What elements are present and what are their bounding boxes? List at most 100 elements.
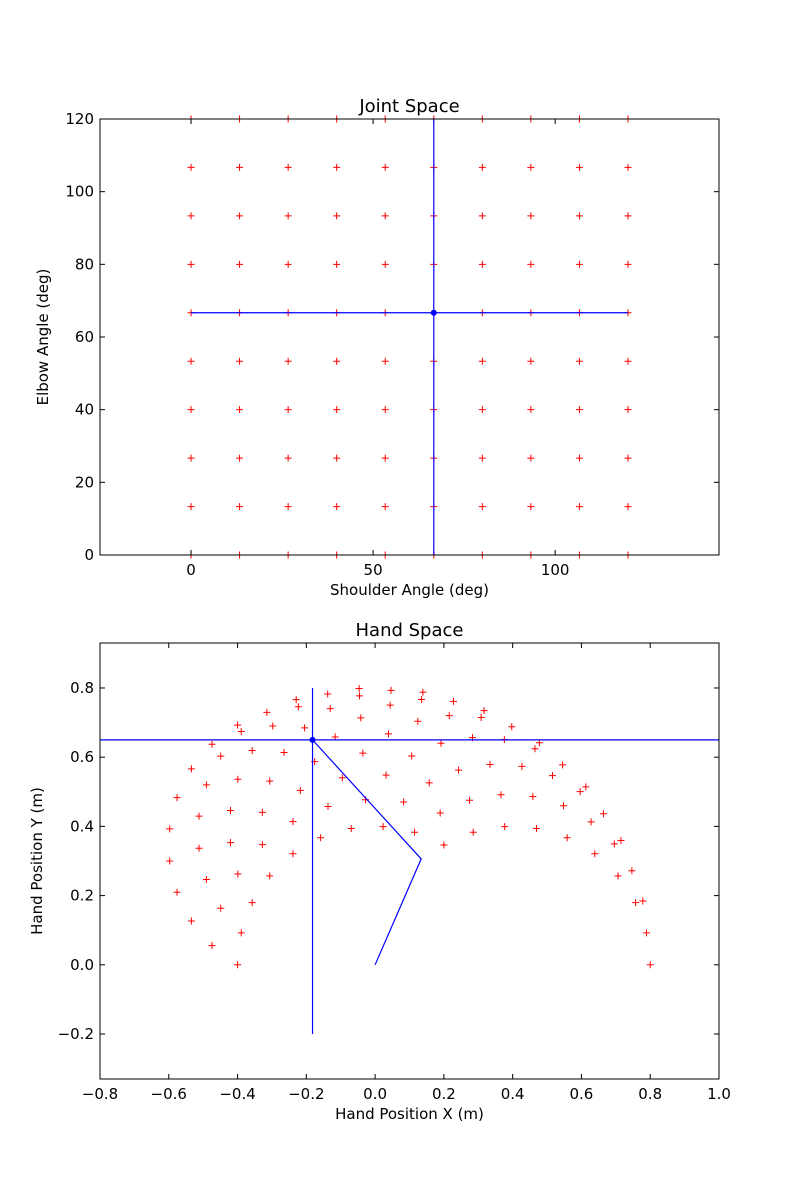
hand-space-markers (166, 684, 654, 969)
joint-space-marker (575, 260, 583, 268)
joint-space-y-tick-label: 100 (65, 183, 94, 201)
hand-space-marker (632, 899, 640, 907)
hand-space-x-tick-label: 1.0 (707, 1085, 731, 1103)
hand-space-marker (440, 841, 448, 849)
joint-space-marker (624, 357, 632, 365)
hand-space-marker (248, 899, 256, 907)
hand-space-marker (437, 739, 445, 747)
joint-space-x-axis-label: Shoulder Angle (deg) (330, 581, 489, 599)
hand-space-marker (614, 872, 622, 880)
joint-space-marker (284, 260, 292, 268)
hand-space-marker (531, 745, 539, 753)
joint-space-plot-area (100, 119, 719, 555)
hand-space-marker (582, 783, 590, 791)
hand-space-marker (226, 807, 234, 815)
hand-space-marker (414, 717, 422, 725)
hand-space-marker (301, 724, 309, 732)
joint-space-y-tick-label: 20 (75, 473, 94, 491)
hand-space-marker (477, 713, 485, 721)
hand-space-marker (269, 722, 277, 730)
hand-space-marker (324, 802, 332, 810)
hand-space-marker (384, 730, 392, 738)
joint-space-marker (333, 212, 341, 220)
hand-space-x-tick-label: 0.2 (432, 1085, 456, 1103)
hand-space-marker (646, 961, 654, 969)
joint-space-marker (527, 260, 535, 268)
hand-space-marker (234, 961, 242, 969)
hand-space-marker (533, 825, 541, 832)
joint-space-marker (381, 406, 389, 414)
hand-space-marker (386, 701, 394, 709)
joint-space-marker (624, 454, 632, 462)
joint-space-marker (381, 454, 389, 462)
hand-space-x-tick-label: 0.0 (363, 1085, 387, 1103)
joint-space-marker (333, 454, 341, 462)
hand-space-marker (628, 867, 636, 875)
hand-space-y-axis-label: Hand Position Y (m) (28, 787, 46, 935)
joint-space-current-point (430, 309, 437, 316)
hand-space-marker (518, 762, 526, 770)
hand-space-marker (202, 781, 210, 789)
hand-space-arm-line (312, 739, 422, 966)
hand-space-marker (208, 942, 216, 950)
hand-space-marker (599, 810, 607, 818)
joint-space-marker (527, 212, 535, 220)
hand-space-marker (559, 802, 567, 810)
joint-space-plot: 0 50 100 0 20 40 60 80 100 120 Joint Space Should… (34, 96, 720, 599)
hand-space-marker (469, 828, 477, 836)
hand-space-marker (382, 771, 390, 779)
joint-space-marker (527, 406, 535, 414)
joint-space-marker (236, 503, 244, 511)
hand-space-x-tick-label: 0.6 (570, 1085, 594, 1103)
joint-space-marker (478, 163, 486, 171)
hand-space-marker (643, 929, 651, 937)
joint-space-marker (478, 406, 486, 414)
joint-space-marker (381, 212, 389, 220)
joint-space-marker (333, 260, 341, 268)
hand-space-y-tick-label: −0.2 (58, 1025, 94, 1043)
hand-space-marker (296, 786, 304, 794)
hand-space-end-point (309, 736, 316, 743)
hand-space-marker (355, 684, 363, 692)
hand-space-marker (559, 761, 567, 769)
joint-space-marker (284, 503, 292, 511)
joint-space-y-tick-label: 0 (84, 546, 94, 564)
joint-space-marker (236, 212, 244, 220)
joint-space-marker (284, 406, 292, 414)
joint-space-marker (624, 503, 632, 511)
hand-space-marker (501, 823, 509, 831)
joint-space-marker (187, 406, 195, 414)
hand-space-marker (408, 752, 416, 760)
joint-space-marker (381, 163, 389, 171)
joint-space-marker (624, 163, 632, 171)
hand-space-y-tick-label: 0.0 (70, 956, 94, 974)
joint-space-y-tick-label: 60 (75, 328, 94, 346)
joint-space-marker (575, 357, 583, 365)
hand-space-marker (418, 696, 426, 704)
hand-space-marker (195, 812, 203, 820)
joint-space-marker (624, 260, 632, 268)
hand-space-marker (237, 728, 245, 736)
hand-space-marker (425, 779, 433, 787)
joint-space-marker (527, 503, 535, 511)
joint-space-y-axis-label: Elbow Angle (deg) (34, 269, 52, 406)
hand-space-marker (326, 705, 334, 713)
joint-space-ticks: 0 50 100 0 20 40 60 80 100 120 (65, 110, 719, 579)
joint-space-x-tick-label: 50 (364, 561, 383, 579)
joint-space-marker (333, 163, 341, 171)
joint-space-marker (284, 357, 292, 365)
hand-space-plot: −0.8 −0.6 −0.4 −0.2 0.0 0.2 0.4 0.6 0.8 1.0 −0.2 0.… (28, 620, 731, 1123)
hand-space-marker (338, 774, 346, 782)
hand-space-marker (292, 696, 300, 704)
joint-space-marker (527, 454, 535, 462)
hand-space-marker (347, 825, 355, 832)
hand-space-marker (480, 707, 488, 715)
hand-space-marker (234, 775, 242, 783)
hand-space-marker (266, 872, 274, 880)
hand-space-marker (263, 708, 271, 716)
hand-space-marker (294, 703, 302, 711)
joint-space-marker (575, 163, 583, 171)
hand-space-marker (173, 888, 181, 896)
hand-space-x-tick-label: 0.8 (638, 1085, 662, 1103)
